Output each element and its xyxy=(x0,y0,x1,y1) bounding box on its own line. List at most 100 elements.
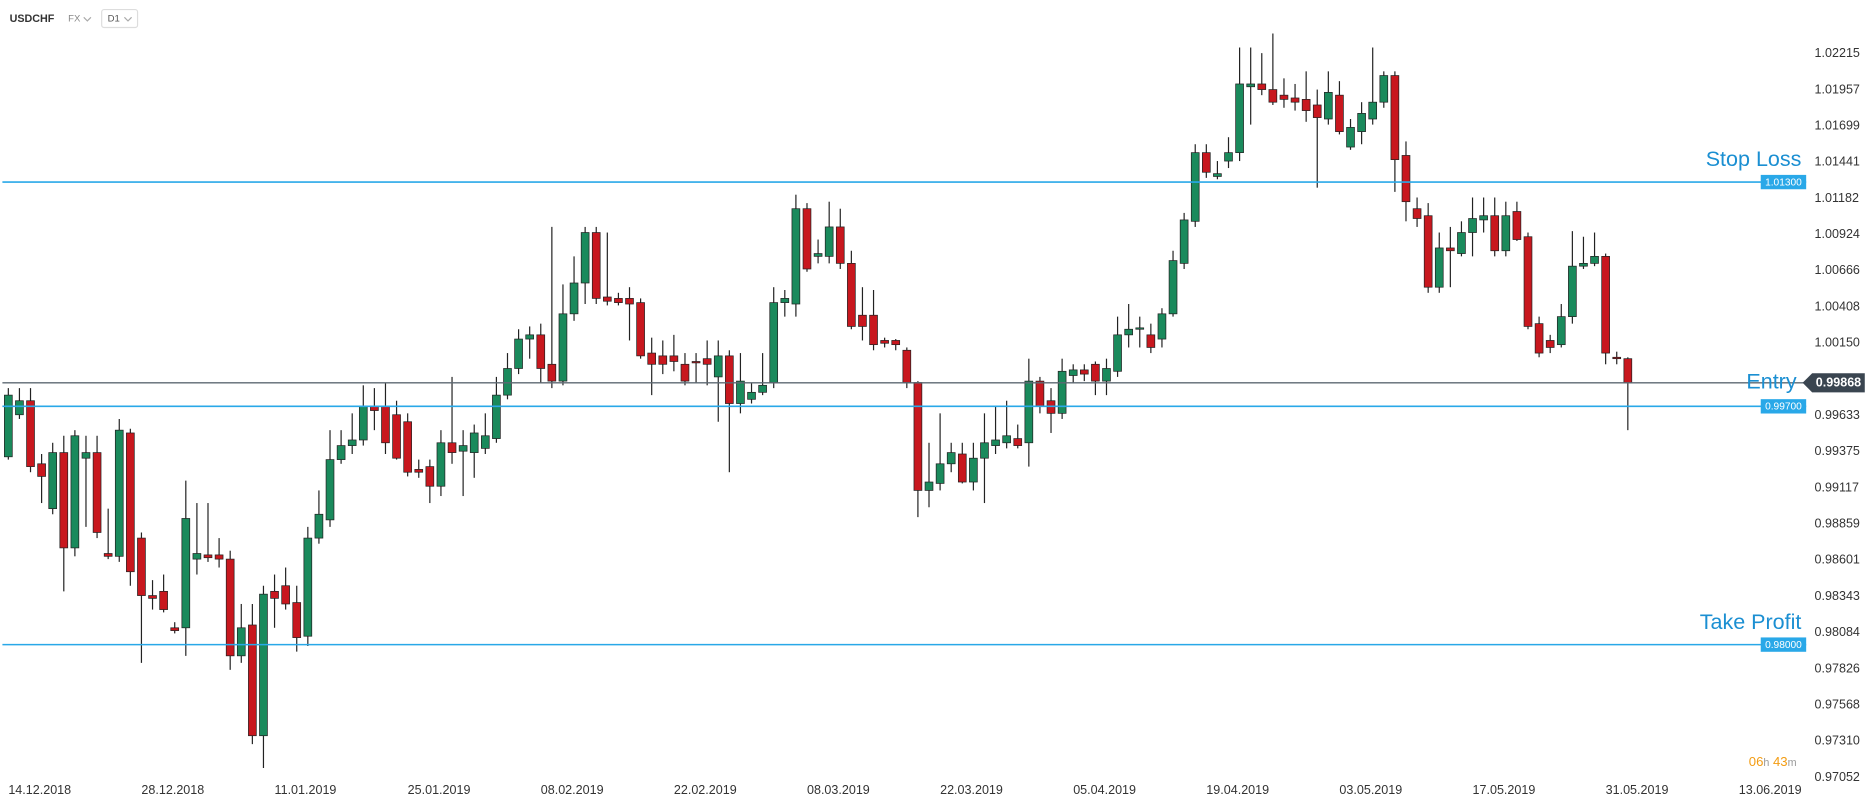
candle-body xyxy=(1623,358,1633,384)
candle-body xyxy=(203,554,213,559)
candle-body xyxy=(325,459,335,521)
y-tick-label: 0.98859 xyxy=(1815,517,1860,531)
candle-body xyxy=(392,414,401,459)
candle-body xyxy=(1312,104,1322,118)
candle-body xyxy=(847,263,856,327)
candle-body xyxy=(869,314,878,346)
candle-body xyxy=(1579,263,1588,267)
y-tick-label: 1.00924 xyxy=(1815,227,1860,241)
candle-body xyxy=(835,226,845,264)
candle-body xyxy=(1479,215,1488,221)
countdown-minutes: 43 xyxy=(1773,755,1788,770)
candle-body xyxy=(1601,256,1610,354)
candle-body xyxy=(1235,83,1244,153)
x-tick-label: 11.01.2019 xyxy=(275,783,337,797)
candle-body xyxy=(603,296,612,302)
market[interactable]: FX xyxy=(68,14,81,25)
x-tick-label: 05.04.2019 xyxy=(1073,783,1136,797)
candle-body xyxy=(170,627,180,631)
candle-body xyxy=(891,340,901,346)
x-tick-label: 28.12.2018 xyxy=(141,783,204,797)
timeframe-box[interactable] xyxy=(101,8,139,29)
candle-body xyxy=(1457,232,1466,254)
candle-body xyxy=(1190,152,1200,222)
y-tick-label: 0.97310 xyxy=(1815,734,1860,748)
candle-body xyxy=(736,380,745,404)
timeframe[interactable]: D1 xyxy=(108,14,120,25)
candle-body xyxy=(991,439,1000,446)
candle-body xyxy=(248,624,257,737)
level-tag-label: 0.99700 xyxy=(1765,402,1802,413)
level-name: Stop Loss xyxy=(1706,147,1802,171)
candle-body xyxy=(4,394,13,458)
candle-body xyxy=(558,313,568,382)
candle-body xyxy=(1379,75,1389,103)
candle-body xyxy=(1279,94,1289,100)
candle-body xyxy=(702,358,712,365)
candle-body xyxy=(1346,127,1355,148)
candle-body xyxy=(858,314,867,327)
candle-body xyxy=(1068,369,1078,376)
level-tag xyxy=(1760,174,1807,190)
candle-body xyxy=(614,298,623,303)
x-tick-label: 22.02.2019 xyxy=(674,783,737,797)
candle-body xyxy=(1179,219,1189,264)
candle-body xyxy=(15,400,24,416)
candle-body xyxy=(358,405,368,441)
candle-body xyxy=(92,452,102,533)
candle-body xyxy=(1024,380,1034,444)
y-tick-label: 1.01699 xyxy=(1815,118,1860,132)
last-price-label: 0.99868 xyxy=(1816,376,1861,390)
candle-body xyxy=(1290,97,1300,103)
candle-body xyxy=(580,232,590,284)
x-tick-label: 31.05.2019 xyxy=(1606,783,1669,797)
candle-body xyxy=(114,429,124,557)
y-tick-label: 1.01182 xyxy=(1815,191,1859,205)
countdown: 06h 43m xyxy=(1749,755,1797,770)
y-tick-label: 1.00666 xyxy=(1815,263,1860,277)
candle-body xyxy=(1301,99,1311,111)
candle-body xyxy=(747,391,756,400)
candle-body xyxy=(1013,438,1023,446)
candle-body xyxy=(1534,323,1544,354)
candle-body xyxy=(1390,75,1400,161)
candle-body xyxy=(658,355,668,365)
candle-body xyxy=(1423,215,1433,288)
countdown-hours: 06 xyxy=(1749,755,1764,770)
y-tick-label: 0.99375 xyxy=(1815,444,1860,458)
candle-body xyxy=(259,593,268,737)
candle-body xyxy=(1157,313,1167,340)
candle-body xyxy=(1490,215,1500,252)
y-tick-label: 0.97052 xyxy=(1815,770,1860,784)
x-tick-label: 22.03.2019 xyxy=(940,783,1003,797)
candle-body xyxy=(503,368,512,396)
countdown-m: m xyxy=(1788,757,1797,769)
candle-body xyxy=(758,384,767,393)
candle-body xyxy=(381,405,390,444)
candle-body xyxy=(902,349,912,383)
candle-body xyxy=(1035,380,1045,407)
candle-body xyxy=(81,452,91,459)
y-tick-label: 0.98601 xyxy=(1815,553,1860,567)
candle-body xyxy=(292,602,302,638)
candle-body xyxy=(469,432,479,453)
candle-body xyxy=(1324,92,1333,120)
candle-body xyxy=(270,590,279,599)
candle-body xyxy=(1213,173,1222,177)
y-tick-label: 1.02215 xyxy=(1815,46,1860,60)
candle-body xyxy=(1146,334,1156,348)
candle-body xyxy=(725,355,734,404)
candle-body xyxy=(980,442,989,459)
x-tick-label: 19.04.2019 xyxy=(1206,783,1269,797)
candle-body xyxy=(569,282,579,315)
candle-body xyxy=(802,208,812,270)
candle-body xyxy=(1335,94,1344,132)
candle-body xyxy=(1401,155,1411,203)
candle-body xyxy=(1124,328,1133,336)
candle-body xyxy=(103,553,113,557)
market-caret xyxy=(83,16,92,22)
candle-body xyxy=(481,435,490,449)
candle-body xyxy=(1202,152,1211,173)
candle-body xyxy=(824,226,834,257)
